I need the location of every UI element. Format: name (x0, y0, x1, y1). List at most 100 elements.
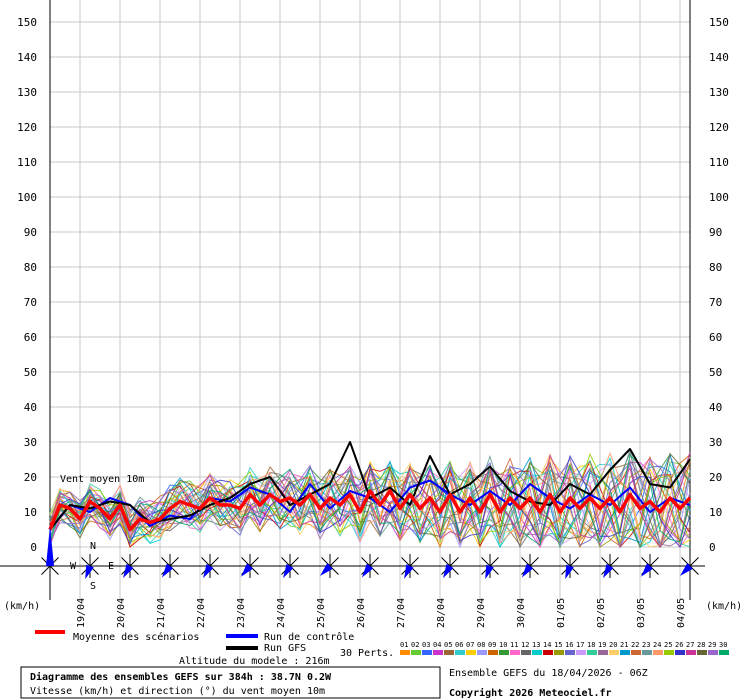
perturbation-swatch (719, 650, 729, 655)
perturbation-swatch (686, 650, 696, 655)
chart-title: Diagramme des ensembles GEFS sur 384h : … (30, 671, 332, 683)
y-tick-label-right: 80 (709, 261, 722, 274)
y-tick-label-right: 50 (709, 366, 722, 379)
perturbation-swatch (543, 650, 553, 655)
annotation-text: Vent moyen 10m (60, 474, 144, 485)
main-lines (48, 441, 692, 532)
perturbation-number: 21 (620, 641, 628, 649)
perturbation-number: 27 (686, 641, 694, 649)
perturbation-number: 13 (532, 641, 540, 649)
perturbation-line (49, 454, 691, 549)
perturbation-swatch (477, 650, 487, 655)
perturbation-swatch (642, 650, 652, 655)
perturbation-line (49, 452, 691, 548)
wind-direction-arrow (565, 564, 574, 580)
y-tick-label-left: 80 (24, 261, 37, 274)
perturbation-swatch (664, 650, 674, 655)
wind-direction-arrow (85, 564, 94, 580)
y-tick-label-left: 20 (24, 471, 37, 484)
wind-direction-row: N S E W (0, 526, 705, 592)
perturbation-swatch (521, 650, 531, 655)
perturbation-number: 17 (576, 641, 584, 649)
wind-direction-arrow (404, 564, 414, 579)
copyright: Copyright 2026 Meteociel.fr (449, 687, 612, 699)
legend-control-label: Run de contrôle (264, 631, 354, 643)
y-tick-label-right: 40 (709, 401, 722, 414)
y-tick-label-right: 10 (709, 506, 722, 519)
date-label: 01/05 (556, 598, 567, 628)
date-label: 21/04 (156, 598, 167, 628)
y-tick-label-right: 100 (709, 191, 729, 204)
y-tick-label-right: 90 (709, 226, 722, 239)
perturbation-number: 14 (543, 641, 551, 649)
y-tick-label-left: 110 (17, 156, 37, 169)
perturbation-swatch (499, 650, 509, 655)
wind-direction-arrow (203, 564, 214, 579)
y-tick-label-left: 30 (24, 436, 37, 449)
perturbation-number: 18 (587, 641, 595, 649)
date-label: 30/04 (516, 598, 527, 628)
y-tick-label-left: 140 (17, 51, 37, 64)
perturbation-number: 02 (411, 641, 419, 649)
perturbation-swatch (444, 650, 454, 655)
perturbation-number: 01 (400, 641, 408, 649)
wind-rose-spoke (121, 557, 139, 575)
perturbation-number: 26 (675, 641, 683, 649)
perturbation-number: 16 (565, 641, 573, 649)
perturbation-swatch (697, 650, 707, 655)
perturbation-swatch (653, 650, 663, 655)
perturbation-swatch (675, 650, 685, 655)
perturbation-number: 04 (433, 641, 441, 649)
y-unit-left: (km/h) (4, 601, 40, 612)
perturbation-swatch (422, 650, 432, 655)
perturbation-swatch (400, 650, 410, 655)
date-label: 25/04 (316, 598, 327, 628)
perturbation-number: 29 (708, 641, 716, 649)
perturbation-number: 05 (444, 641, 452, 649)
perturbation-number: 09 (488, 641, 496, 649)
perturbation-swatch (609, 650, 619, 655)
wind-direction-arrow (680, 563, 693, 576)
y-tick-label-left: 90 (24, 226, 37, 239)
date-label: 26/04 (356, 598, 367, 628)
perturbation-swatch (620, 650, 630, 655)
perturbation-line (49, 454, 691, 546)
y-axis-ticks: 0 0 10 10 20 20 30 30 40 40 50 50 60 60 70 70 80 80 90 90 10… (17, 16, 729, 554)
wind-direction-arrow (361, 563, 374, 578)
perturbation-number: 03 (422, 641, 430, 649)
perturbation-swatch (576, 650, 586, 655)
perturbation-swatch (532, 650, 542, 655)
wind-direction-arrow (161, 563, 174, 578)
perturbation-number: 11 (510, 641, 518, 649)
perturbation-swatch (708, 650, 718, 655)
title-box (20, 666, 441, 699)
mean-line (48, 489, 692, 532)
compass-letter-n: N (90, 541, 96, 552)
perturbation-line (49, 462, 691, 548)
y-tick-label-left: 40 (24, 401, 37, 414)
perturbation-swatch (554, 650, 564, 655)
date-label: 19/04 (76, 598, 87, 628)
date-label: 28/04 (436, 598, 447, 628)
y-tick-label-right: 150 (709, 16, 729, 29)
wind-direction-arrow (46, 526, 54, 566)
wind-direction-arrow (641, 563, 654, 577)
perturbation-number: 28 (697, 641, 705, 649)
wind-direction-arrow (123, 564, 134, 579)
y-tick-label-left: 60 (24, 331, 37, 344)
y-tick-label-right: 0 (709, 541, 716, 554)
date-label: 24/04 (276, 598, 287, 628)
perturbation-number: 10 (499, 641, 507, 649)
y-tick-label-left: 130 (17, 86, 37, 99)
y-tick-label-left: 120 (17, 121, 37, 134)
perturbation-legend: 01 02 03 04 05 06 07 08 09 10 11 12 13 14 15 16 17 18 19 20… (400, 641, 729, 655)
legend-perts-label: 30 Perts. (340, 648, 394, 659)
perturbation-number: 30 (719, 641, 727, 649)
y-tick-label-right: 30 (709, 436, 722, 449)
perturbation-number: 22 (631, 641, 639, 649)
perturbation-number: 08 (477, 641, 485, 649)
y-tick-label-right: 120 (709, 121, 729, 134)
compass-letter-e: E (108, 561, 114, 572)
perturbation-number: 07 (466, 641, 474, 649)
